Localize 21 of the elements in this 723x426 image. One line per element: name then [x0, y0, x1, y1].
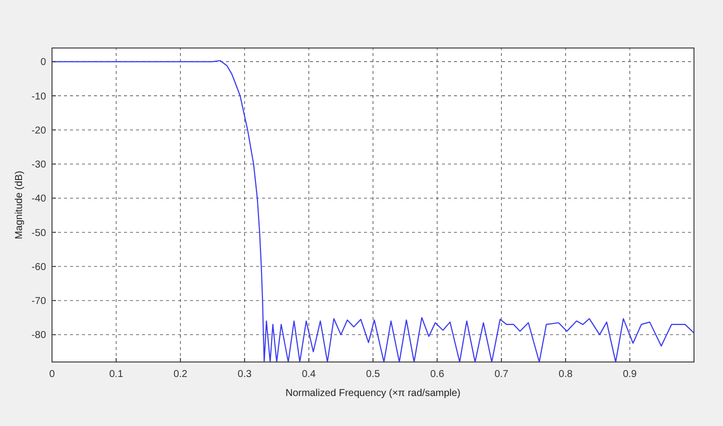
- x-tick-label: 0: [49, 369, 56, 380]
- y-tick-label: -50: [32, 228, 46, 239]
- y-tick-label: -60: [32, 262, 46, 273]
- x-tick-label: 0.2: [173, 369, 188, 380]
- y-tick-label: -30: [32, 160, 46, 171]
- y-tick-label: -80: [32, 330, 46, 342]
- y-tick-label: -20: [32, 125, 46, 136]
- y-tick-label: -70: [32, 296, 46, 308]
- x-tick-label: 0.3: [238, 369, 252, 380]
- y-axis-title: Magnitude (dB): [14, 170, 25, 240]
- x-tick-label: 0.9: [622, 369, 638, 380]
- x-tick-label: 0.4: [302, 369, 316, 380]
- y-tick-label: 0: [40, 57, 46, 68]
- x-tick-label: 0.5: [366, 369, 380, 380]
- y-tick-label: -40: [32, 194, 46, 205]
- x-tick-label: 0.7: [494, 369, 509, 380]
- x-tick-label: 0.8: [558, 369, 573, 380]
- x-axis-title: Normalized Frequency (×π rad/sample): [285, 388, 461, 399]
- y-tick-label: -10: [32, 91, 46, 102]
- x-tick-label: 0.1: [109, 369, 124, 380]
- x-tick-label: 0.6: [430, 369, 445, 380]
